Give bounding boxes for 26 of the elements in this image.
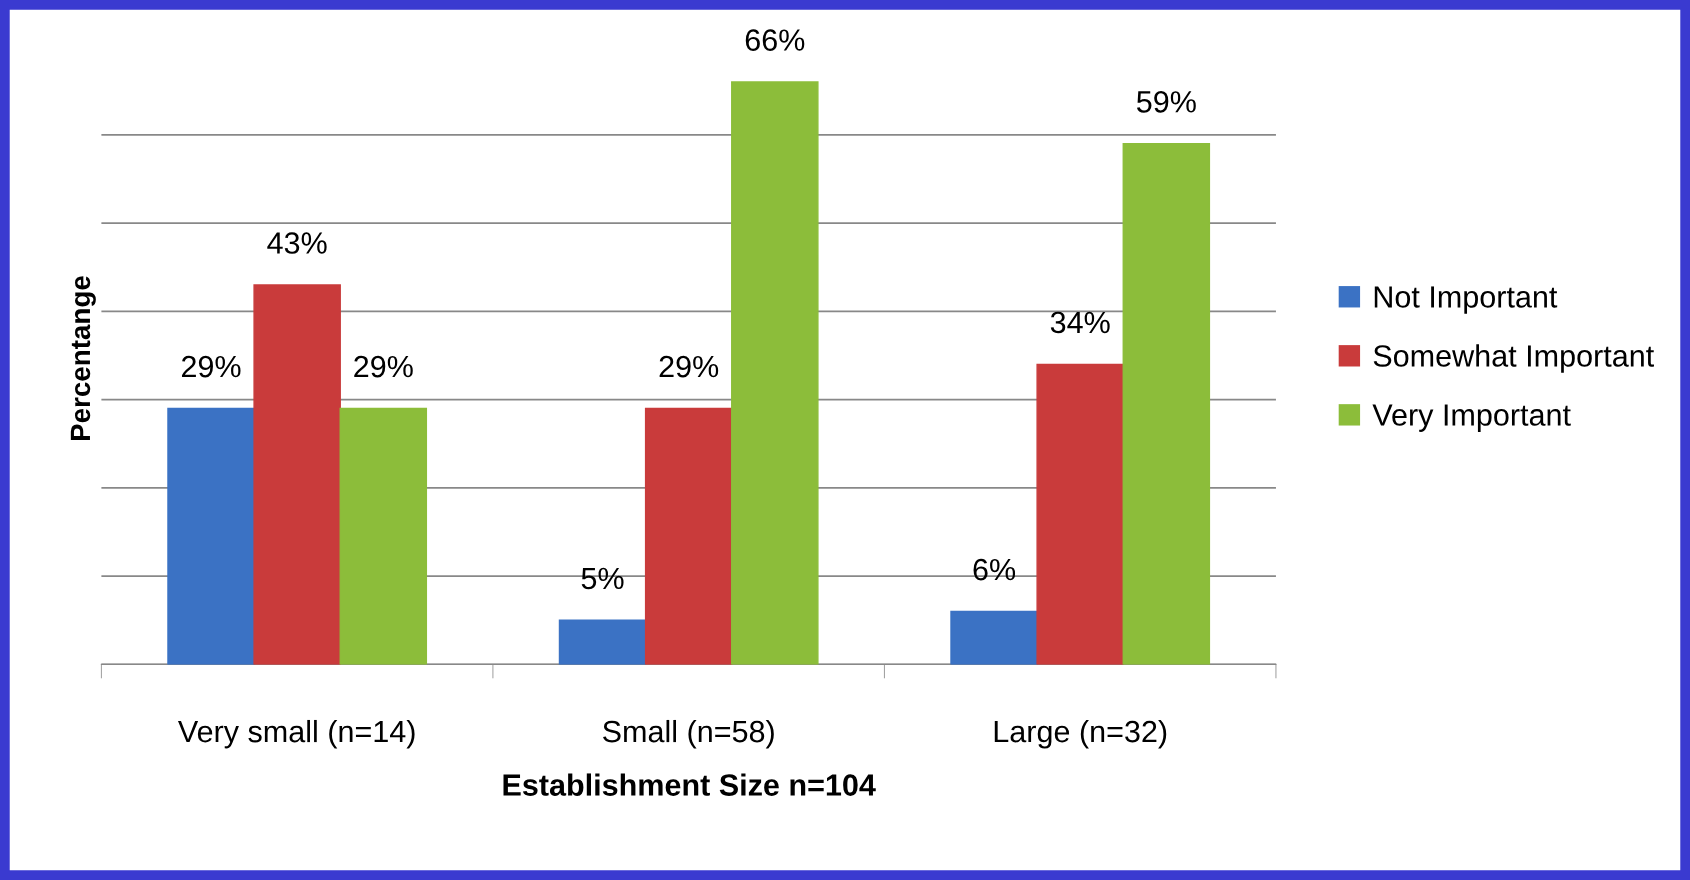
legend-label: Not Important [1374, 286, 1558, 314]
data-label: 5% [581, 567, 624, 590]
bar [1036, 363, 1124, 665]
data-label: 6% [973, 558, 1016, 581]
x-axis-title: Establishment Size n=104 [503, 773, 876, 796]
y-axis-title: Percentange [70, 276, 96, 441]
data-label: 34% [1050, 311, 1110, 334]
bar [950, 610, 1038, 665]
data-label: 59% [1136, 91, 1196, 113]
x-tick-label: Large (n=32) [994, 719, 1167, 749]
bar [731, 81, 819, 665]
data-label: 29% [181, 355, 241, 378]
data-label: 66% [745, 29, 805, 51]
x-tick-label: Very small (n=14) [178, 719, 415, 749]
bar [558, 619, 647, 665]
bar [1122, 143, 1211, 665]
data-label: 43% [267, 232, 327, 254]
data-label: 29% [354, 355, 413, 378]
bar [253, 284, 341, 665]
legend-label: Somewhat Important [1373, 344, 1654, 373]
legend-label: Very Important [1372, 404, 1571, 432]
data-label: 29% [659, 355, 719, 378]
bar [644, 407, 733, 665]
bar [339, 407, 428, 665]
x-tick-label: Small (n=58) [603, 719, 774, 749]
bar [167, 407, 255, 665]
